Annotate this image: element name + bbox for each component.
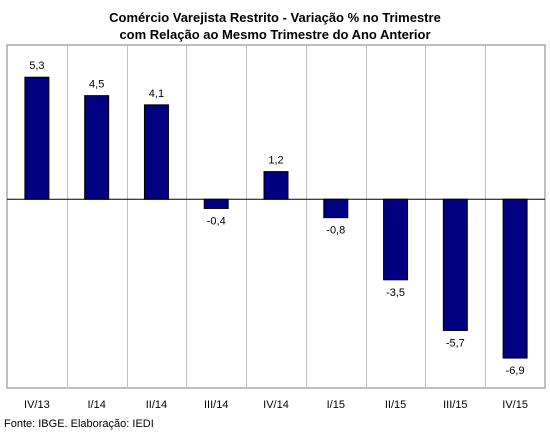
data-label: -3,5 [386,287,405,299]
x-tick-label: IV/14 [263,399,289,411]
data-label: 4,5 [89,79,104,91]
bar [263,171,289,200]
bar [323,198,349,219]
x-tick-label: IV/13 [24,399,50,411]
x-tick-label: III/15 [443,399,467,411]
data-label: -0,4 [207,215,226,227]
bar [24,76,50,200]
chart-subtitle: com Relação ao Mesmo Trimestre do Ano An… [119,27,431,42]
data-label: 1,2 [268,155,283,167]
x-tick-label: II/14 [146,399,167,411]
data-label: 4,1 [149,88,164,100]
bar [442,198,468,331]
plot-area-frame [6,44,546,389]
x-tick-label: I/15 [327,399,345,411]
bar [143,104,169,200]
chart-title-block: Comércio Varejista Restrito - Variação %… [0,9,550,43]
source-note: Fonte: IBGE. Elaboração: IEDI [4,418,154,430]
bar [203,198,229,209]
x-tick-label: IV/15 [502,399,528,411]
bar [84,95,110,200]
data-label: -5,7 [446,337,465,349]
data-label: 5,3 [29,60,44,72]
bar [383,198,409,281]
data-label: -6,9 [506,365,525,377]
chart-title: Comércio Varejista Restrito - Variação %… [109,10,441,25]
x-tick-label: II/15 [385,399,406,411]
data-label: -0,8 [326,225,345,237]
x-tick-label: I/14 [87,399,105,411]
bar [502,198,528,359]
x-tick-label: III/14 [204,399,228,411]
